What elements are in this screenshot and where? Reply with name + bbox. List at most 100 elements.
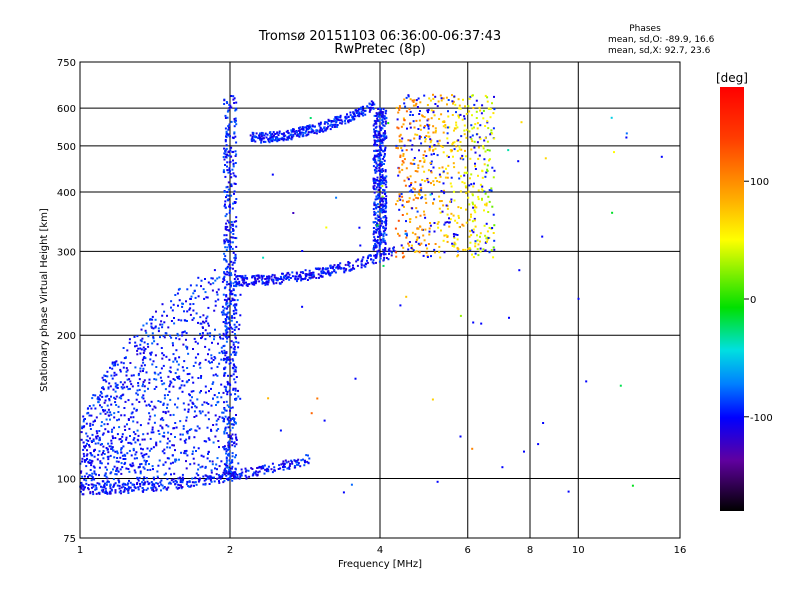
data-point xyxy=(207,453,209,455)
data-point xyxy=(337,118,340,121)
data-point xyxy=(326,127,329,130)
data-point xyxy=(423,210,425,213)
data-point xyxy=(225,352,228,354)
data-point xyxy=(188,379,190,381)
data-point xyxy=(335,118,338,120)
data-point xyxy=(241,471,244,474)
data-point xyxy=(484,192,487,195)
data-point xyxy=(225,307,228,310)
data-point xyxy=(446,221,449,224)
data-point xyxy=(120,395,123,397)
data-point xyxy=(469,241,472,244)
data-point xyxy=(384,203,387,206)
data-point xyxy=(144,348,147,350)
data-point xyxy=(416,210,419,213)
data-point xyxy=(102,451,104,454)
data-point xyxy=(107,430,110,433)
data-point xyxy=(167,410,170,413)
data-point xyxy=(224,467,227,470)
data-point xyxy=(177,334,180,337)
data-point xyxy=(403,119,406,122)
data-point xyxy=(171,454,174,457)
data-point xyxy=(126,423,128,426)
data-point xyxy=(172,344,174,347)
data-point xyxy=(456,234,459,236)
data-point xyxy=(474,211,477,214)
data-point xyxy=(127,441,130,444)
data-point xyxy=(139,424,142,427)
data-point xyxy=(424,197,427,200)
data-point xyxy=(327,122,329,125)
data-point xyxy=(297,129,300,132)
data-point xyxy=(297,275,300,278)
data-point xyxy=(384,146,387,149)
data-point xyxy=(104,487,107,490)
data-point xyxy=(273,139,276,142)
data-point xyxy=(106,480,109,483)
data-point xyxy=(377,227,380,230)
data-point xyxy=(191,401,194,404)
data-point xyxy=(185,430,188,433)
data-point xyxy=(226,225,229,228)
data-point xyxy=(370,100,373,103)
data-point xyxy=(329,128,332,131)
data-point xyxy=(104,473,107,476)
data-point xyxy=(240,275,242,278)
data-point xyxy=(474,168,477,170)
data-point xyxy=(347,116,350,118)
data-point xyxy=(115,386,118,389)
data-point xyxy=(610,116,613,119)
data-point xyxy=(411,99,414,102)
data-point xyxy=(174,422,177,424)
data-point xyxy=(223,358,226,360)
data-point xyxy=(218,481,221,484)
data-point xyxy=(232,229,235,232)
data-point xyxy=(249,134,252,137)
data-point xyxy=(226,270,229,273)
data-point xyxy=(182,402,185,405)
data-point xyxy=(128,341,131,344)
data-point xyxy=(229,407,232,410)
data-point xyxy=(234,353,237,356)
data-point xyxy=(157,464,160,467)
data-point xyxy=(381,115,383,118)
data-point xyxy=(378,185,381,188)
data-point xyxy=(477,157,480,160)
data-point xyxy=(119,489,122,492)
data-point xyxy=(483,163,486,166)
data-point xyxy=(234,183,237,185)
data-point xyxy=(235,340,238,343)
data-point xyxy=(225,313,228,316)
data-point xyxy=(287,276,290,279)
data-point xyxy=(117,405,120,408)
data-point xyxy=(397,111,400,114)
data-point xyxy=(213,338,215,341)
data-point xyxy=(228,454,231,457)
data-point xyxy=(235,237,238,240)
data-point xyxy=(214,304,217,307)
data-point xyxy=(224,325,227,328)
data-point xyxy=(123,453,126,456)
data-point xyxy=(390,251,393,254)
data-point xyxy=(471,127,474,130)
data-point xyxy=(160,489,162,492)
data-point xyxy=(294,132,297,135)
data-point xyxy=(227,126,230,129)
data-point xyxy=(95,486,98,489)
data-point xyxy=(254,471,257,474)
data-point xyxy=(493,239,496,242)
data-point xyxy=(372,177,375,180)
data-point xyxy=(234,294,237,297)
data-point xyxy=(290,460,293,463)
data-point xyxy=(375,231,378,234)
data-point xyxy=(407,94,410,97)
data-point xyxy=(109,385,112,388)
data-point xyxy=(482,117,485,120)
data-point xyxy=(383,154,386,157)
data-point xyxy=(85,465,88,468)
data-point xyxy=(225,450,228,453)
data-point xyxy=(225,144,228,147)
data-point xyxy=(493,224,496,227)
data-point xyxy=(460,175,462,178)
data-point xyxy=(85,479,88,482)
